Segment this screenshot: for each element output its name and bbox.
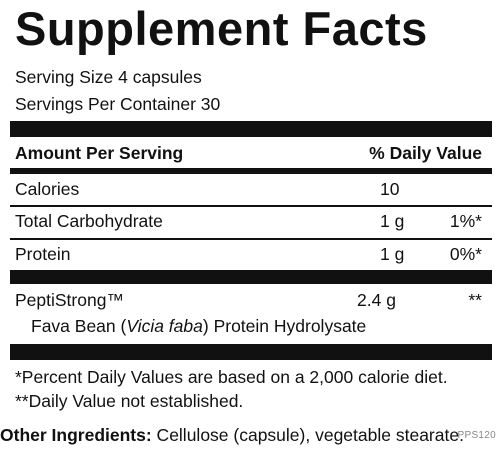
nutrient-name: Calories xyxy=(15,179,80,199)
other-ingredients-label: Other Ingredients: xyxy=(0,425,152,445)
panel-title: Supplement Facts xyxy=(15,2,428,55)
nutrient-amount: 1 g xyxy=(380,244,405,264)
thick-divider xyxy=(10,344,492,360)
blend-name: PeptiStrong™ xyxy=(15,290,124,310)
nutrient-dv: 0%* xyxy=(449,244,482,264)
footnote-daily-values: *Percent Daily Values are based on a 2,0… xyxy=(15,367,448,387)
header-daily-value: % Daily Value xyxy=(369,143,482,163)
medium-divider xyxy=(10,168,492,174)
blend-sub-latin-name: Vicia faba xyxy=(126,316,203,336)
nutrient-name: Protein xyxy=(15,244,71,264)
thick-divider xyxy=(10,270,492,284)
nutrient-amount: 10 xyxy=(380,179,400,199)
serving-size: Serving Size 4 capsules xyxy=(15,67,202,87)
row-divider xyxy=(10,238,492,240)
footnote-not-established: **Daily Value not established. xyxy=(15,391,244,411)
row-divider xyxy=(10,205,492,207)
blend-amount: 2.4 g xyxy=(357,290,396,310)
product-code: PPS120 xyxy=(457,430,496,441)
nutrient-name: Total Carbohydrate xyxy=(15,211,163,231)
nutrient-amount: 1 g xyxy=(380,211,405,231)
supplement-facts-panel: Supplement Facts Serving Size 4 capsules… xyxy=(5,0,495,422)
nutrient-dv: 1%* xyxy=(449,211,482,231)
blend-dv: ** xyxy=(468,290,482,310)
other-ingredients: Other Ingredients: Cellulose (capsule), … xyxy=(0,424,464,446)
servings-per-container: Servings Per Container 30 xyxy=(15,94,221,114)
blend-sub-suffix: ) Protein Hydrolysate xyxy=(202,316,367,336)
blend-sub-ingredient: Fava Bean (Vicia faba) Protein Hydrolysa… xyxy=(31,315,366,337)
blend-sub-prefix: Fava Bean ( xyxy=(31,316,127,336)
thick-divider xyxy=(10,121,492,137)
other-ingredients-text: Cellulose (capsule), vegetable stearate. xyxy=(151,425,464,445)
header-amount-per-serving: Amount Per Serving xyxy=(15,143,184,163)
